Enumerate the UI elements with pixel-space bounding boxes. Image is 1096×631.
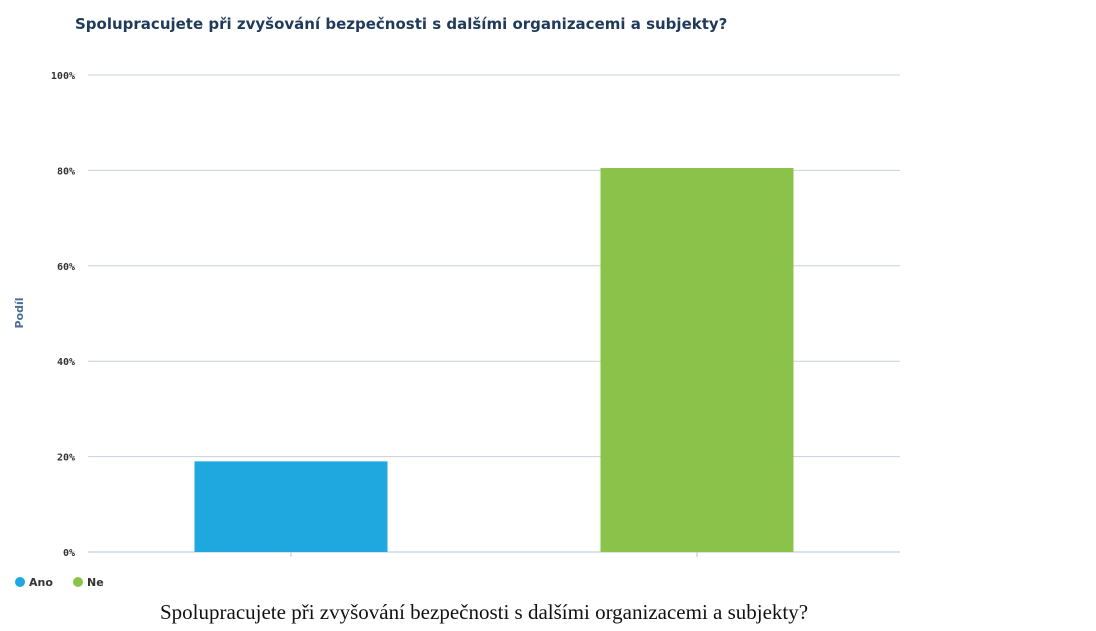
- bar-ne: [600, 168, 794, 552]
- y-axis-ticks: 0% 20% 40% 60% 80% 100%: [51, 71, 75, 559]
- legend-label-ne[interactable]: Ne: [87, 576, 104, 589]
- bars: [194, 168, 794, 552]
- legend: Ano Ne: [15, 576, 104, 589]
- y-tick-label: 40%: [57, 357, 75, 368]
- y-tick-label: 60%: [57, 262, 75, 273]
- chart-title: Spolupracujete při zvyšování bezpečnosti…: [75, 15, 727, 33]
- figure-caption: Spolupracujete při zvyšování bezpečnosti…: [160, 600, 809, 624]
- bar-ano: [194, 461, 388, 552]
- y-tick-label: 0%: [63, 548, 75, 559]
- legend-swatch-ne: [73, 577, 83, 587]
- y-tick-label: 20%: [57, 453, 75, 464]
- bar-chart: Spolupracujete při zvyšování bezpečnosti…: [13, 15, 900, 589]
- y-axis-label: Podíl: [13, 297, 26, 328]
- y-tick-label: 80%: [57, 166, 75, 177]
- x-axis-ticks: [290, 552, 698, 557]
- y-tick-label: 100%: [51, 71, 75, 82]
- legend-label-ano[interactable]: Ano: [29, 576, 53, 589]
- legend-swatch-ano: [15, 577, 25, 587]
